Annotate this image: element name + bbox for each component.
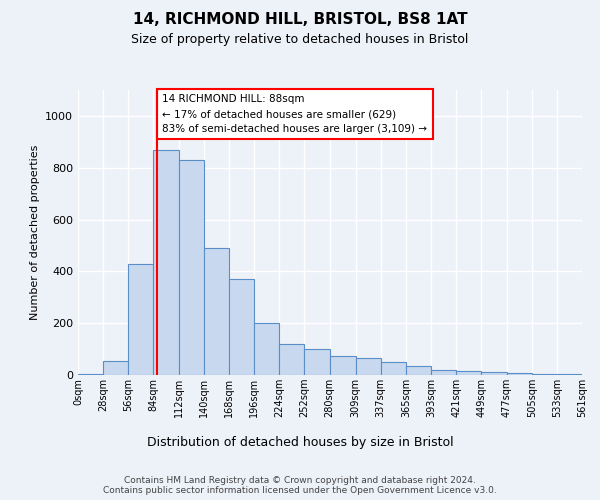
- Text: Size of property relative to detached houses in Bristol: Size of property relative to detached ho…: [131, 32, 469, 46]
- Text: 14 RICHMOND HILL: 88sqm
← 17% of detached houses are smaller (629)
83% of semi-d: 14 RICHMOND HILL: 88sqm ← 17% of detache…: [163, 94, 427, 134]
- Bar: [254, 323, 279, 375]
- Bar: [506, 373, 532, 375]
- Bar: [481, 372, 506, 375]
- Bar: [557, 374, 582, 375]
- Bar: [329, 356, 356, 375]
- Text: Distribution of detached houses by size in Bristol: Distribution of detached houses by size …: [146, 436, 454, 449]
- Bar: [431, 370, 456, 375]
- Bar: [229, 279, 254, 375]
- Bar: [356, 358, 381, 375]
- Bar: [381, 362, 406, 375]
- Bar: [154, 150, 179, 375]
- Bar: [279, 344, 304, 375]
- Text: Contains HM Land Registry data © Crown copyright and database right 2024.
Contai: Contains HM Land Registry data © Crown c…: [103, 476, 497, 495]
- Text: 14, RICHMOND HILL, BRISTOL, BS8 1AT: 14, RICHMOND HILL, BRISTOL, BS8 1AT: [133, 12, 467, 28]
- Bar: [103, 361, 128, 375]
- Bar: [179, 160, 204, 375]
- Y-axis label: Number of detached properties: Number of detached properties: [29, 145, 40, 320]
- Bar: [456, 371, 481, 375]
- Bar: [204, 248, 229, 375]
- Bar: [78, 374, 103, 375]
- Bar: [532, 374, 557, 375]
- Bar: [406, 366, 431, 375]
- Bar: [128, 264, 154, 375]
- Bar: [304, 349, 329, 375]
